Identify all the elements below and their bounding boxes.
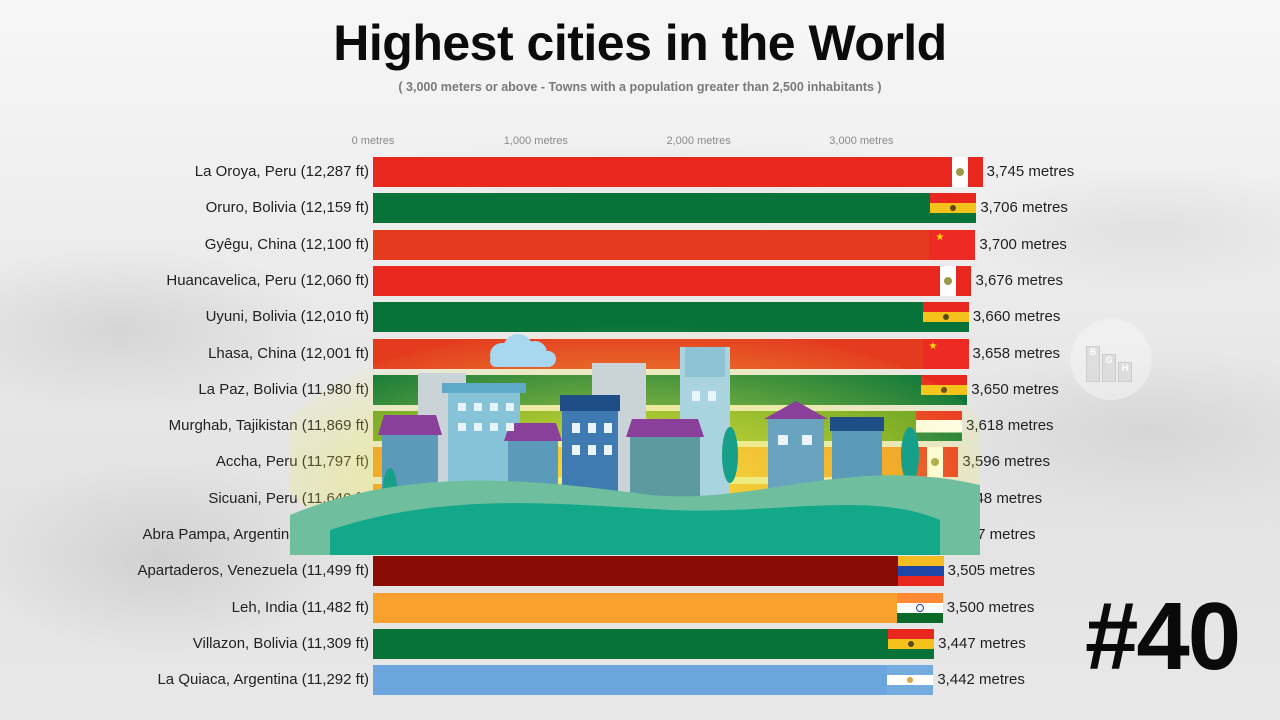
bolivia-flag-icon xyxy=(922,302,969,333)
city-label: Gyêgu, China (12,100 ft) xyxy=(204,235,369,253)
altitude-value: 3,706 metres xyxy=(980,199,1068,217)
chart-title: Highest cities in the World xyxy=(333,15,947,71)
altitude-value: 3,658 metres xyxy=(972,344,1061,362)
bar-row: Villazon, Bolivia (11,309 ft) 3,447 metre… xyxy=(0,628,1280,659)
altitude-bar: ★ xyxy=(373,338,969,369)
city-label: Huancavelica, Peru (12,060 ft) xyxy=(166,271,369,289)
city-label: Uyuni, Bolivia (12,010 ft) xyxy=(205,308,369,326)
peru-flag-icon xyxy=(925,265,972,296)
city-label: La Paz, Bolivia (11,980 ft) xyxy=(198,380,369,398)
axis-tick-label: 3,000 metres xyxy=(829,135,894,147)
altitude-value: 3,650 metres xyxy=(971,380,1059,398)
chart-subtitle: ( 3,000 meters or above - Towns with a p… xyxy=(398,80,882,94)
bar-row: La Oroya, Peru (12,287 ft) 3,745 metres xyxy=(0,157,1280,187)
bar-row: Sicuani, Peru (11,640 ft) 3,548 metres xyxy=(0,483,1280,514)
city-label: Abra Pampa, Argentina (11,505 ft) xyxy=(142,526,369,543)
bar-row: Abra Pampa, Argentina (11,505 ft) 3,507 m… xyxy=(0,520,1280,550)
altitude-value: 3,447 metres xyxy=(938,634,1026,652)
altitude-value: 3,500 metres xyxy=(946,598,1035,616)
altitude-value: 3,507 metres xyxy=(947,526,1036,543)
peru-flag-icon xyxy=(904,483,951,514)
peru-flag-icon xyxy=(912,447,959,478)
altitude-bar xyxy=(373,374,968,405)
venezuela-flag-icon xyxy=(897,556,944,587)
bolivia-flag-icon xyxy=(888,628,935,659)
altitude-bar xyxy=(373,193,977,224)
logo-bar: B xyxy=(1086,346,1100,382)
bar-row: Apartaderos, Venezuela (11,499 ft) 3,505 … xyxy=(0,556,1280,587)
altitude-value: 3,618 metres xyxy=(966,417,1054,435)
altitude-bar xyxy=(373,157,983,187)
altitude-value: 3,700 metres xyxy=(979,235,1067,253)
altitude-bar xyxy=(373,665,934,696)
rank-badge: #40 xyxy=(1085,583,1241,690)
altitude-value: 3,676 metres xyxy=(975,271,1063,289)
bar-row: Uyuni, Bolivia (12,010 ft) 3,660 metres xyxy=(0,302,1280,333)
altitude-bar xyxy=(373,447,959,478)
altitude-value: 3,596 metres xyxy=(962,453,1050,471)
altitude-bar xyxy=(373,592,943,623)
bolivia-flag-icon xyxy=(921,374,968,405)
tajikistan-flag-icon xyxy=(916,411,962,442)
argentina-flag-icon xyxy=(887,665,934,696)
bar-row: Murghab, Tajikistan (11,869 ft) 3,618 met… xyxy=(0,411,1280,442)
bar-row: La Quiaca, Argentina (11,292 ft) 3,442 me… xyxy=(0,665,1280,696)
logo-bar: H xyxy=(1118,362,1132,382)
altitude-value: 3,505 metres xyxy=(947,562,1036,580)
city-label: La Oroya, Peru (12,287 ft) xyxy=(194,163,369,180)
altitude-bar xyxy=(373,483,951,514)
altitude-value: 3,548 metres xyxy=(954,489,1043,507)
city-label: Sicuani, Peru (11,640 ft) xyxy=(208,489,369,507)
china-flag-icon: ★ xyxy=(929,229,976,260)
peru-flag-icon xyxy=(936,157,983,187)
city-label: Oruro, Bolivia (12,159 ft) xyxy=(205,199,369,217)
bolivia-flag-icon xyxy=(930,193,977,224)
altitude-bar xyxy=(373,302,969,333)
bar-row: Accha, Peru (11,797 ft) 3,596 metres xyxy=(0,447,1280,478)
bar-row: Lhasa, China (12,001 ft) ★ 3,658 metres xyxy=(0,338,1280,369)
bar-row: Gyêgu, China (12,100 ft) ★ 3,700 metres xyxy=(0,229,1280,260)
argentina-flag-icon xyxy=(897,520,944,550)
channel-logo: B G H xyxy=(1070,318,1152,400)
axis-tick-label: 2,000 metres xyxy=(666,135,731,147)
altitude-value: 3,660 metres xyxy=(972,308,1061,326)
city-label: Leh, India (11,482 ft) xyxy=(231,598,369,616)
bar-row: La Paz, Bolivia (11,980 ft) 3,650 metres xyxy=(0,374,1280,405)
altitude-bar xyxy=(373,556,944,587)
axis-tick-label: 1,000 metres xyxy=(503,135,568,147)
altitude-value: 3,745 metres xyxy=(986,163,1075,180)
altitude-value: 3,442 metres xyxy=(937,671,1025,689)
city-label: Murghab, Tajikistan (11,869 ft) xyxy=(168,417,369,435)
city-label: La Quiaca, Argentina (11,292 ft) xyxy=(157,671,369,689)
city-label: Lhasa, China (12,001 ft) xyxy=(208,344,369,362)
altitude-bar: ★ xyxy=(373,229,976,260)
city-label: Apartaderos, Venezuela (11,499 ft) xyxy=(137,562,369,580)
india-flag-icon xyxy=(896,592,943,623)
logo-bar: G xyxy=(1102,354,1116,382)
bar-row: Oruro, Bolivia (12,159 ft) 3,706 metres xyxy=(0,193,1280,224)
altitude-bar xyxy=(373,411,962,442)
altitude-bar xyxy=(373,520,944,550)
bar-row: Huancavelica, Peru (12,060 ft) 3,676 metr… xyxy=(0,265,1280,296)
china-flag-icon: ★ xyxy=(922,338,969,369)
altitude-bar xyxy=(373,265,972,296)
city-label: Villazon, Bolivia (11,309 ft) xyxy=(192,634,369,652)
city-label: Accha, Peru (11,797 ft) xyxy=(215,453,369,471)
axis-tick-label: 0 metres xyxy=(351,135,395,147)
altitude-bar xyxy=(373,628,935,659)
bar-row: Leh, India (11,482 ft) 3,500 metres xyxy=(0,592,1280,623)
